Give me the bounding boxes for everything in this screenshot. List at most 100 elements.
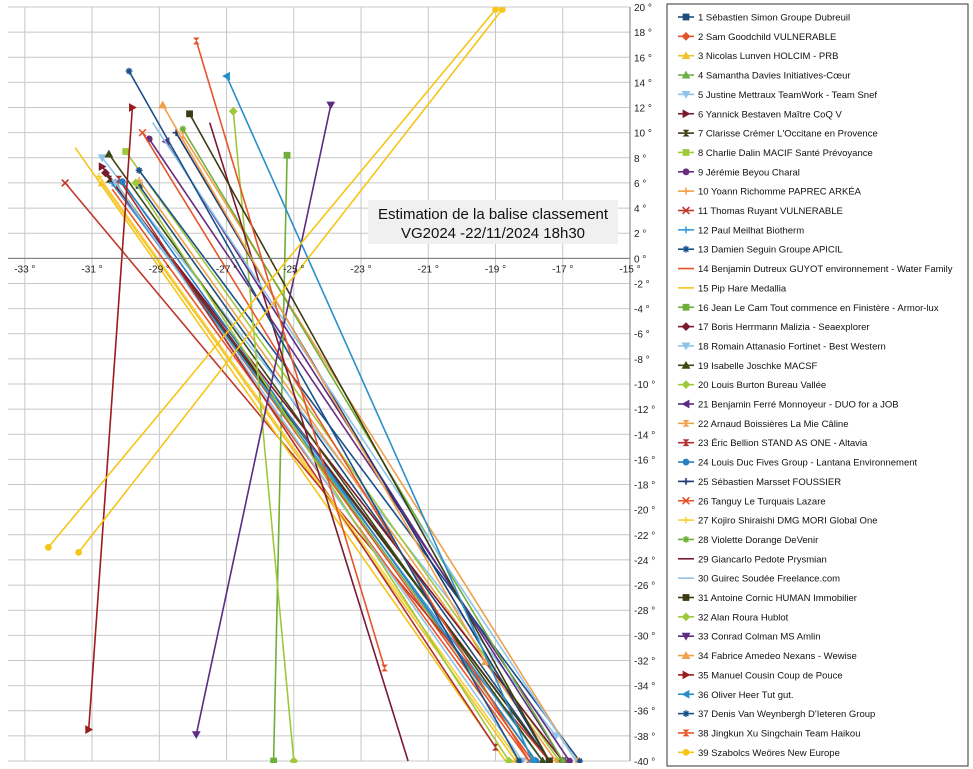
legend-marker	[682, 419, 690, 427]
legend-label: 20 Louis Burton Bureau Vallée	[698, 380, 826, 391]
legend-entry: 38 Jingkun Xu Singchain Team Haikou	[678, 728, 860, 739]
legend-label: 12 Paul Meilhat Biotherm	[698, 225, 804, 236]
legend-label: 33 Conrad Colman MS Amlin	[698, 632, 821, 643]
series-39	[44, 7, 499, 551]
series-point	[131, 178, 141, 188]
series-line	[272, 155, 288, 762]
legend-label: 16 Jean Le Cam Tout commence en Finistèr…	[698, 303, 939, 314]
series-point	[125, 67, 133, 75]
legend-entry: 5 Justine Mettraux TeamWork - Team Snef	[678, 90, 877, 101]
y-tick-label: 20 °	[634, 3, 652, 14]
legend-marker	[682, 729, 690, 737]
series-line	[225, 75, 534, 762]
series-point	[44, 543, 52, 551]
legend-entry: 10 Yoann Richomme PAPREC ARKÉA	[678, 187, 862, 198]
series-point	[492, 7, 499, 13]
legend-label: 28 Violette Dorange DeVenir	[698, 535, 818, 546]
legend-marker	[682, 109, 691, 119]
legend-label: 26 Tanguy Le Turquais Lazare	[698, 496, 826, 507]
y-tick-label: -2 °	[634, 279, 650, 290]
legend-label: 3 Nicolas Lunven HOLCIM - PRB	[698, 51, 838, 62]
series-point	[492, 743, 499, 751]
series-point	[135, 182, 143, 189]
series-29	[208, 122, 409, 762]
series-point	[381, 664, 388, 672]
y-tick-label: 8 °	[634, 154, 646, 165]
series-point	[289, 756, 299, 763]
series-line	[138, 184, 550, 762]
plot-area	[44, 7, 583, 763]
legend-entry: 16 Jean Le Cam Tout commence en Finistèr…	[678, 303, 939, 314]
y-tick-label: -36 °	[634, 707, 655, 718]
legend-label: 35 Manuel Cousin Coup de Pouce	[698, 670, 843, 681]
legend-entry: 8 Charlie Dalin MACIF Santé Prévoyance	[678, 148, 873, 159]
x-tick-label: -31 °	[81, 264, 102, 275]
series-15	[74, 147, 507, 762]
gridlines	[8, 6, 631, 762]
series-point	[118, 178, 126, 186]
legend-label: 34 Fabrice Amedeo Nexans - Wewise	[698, 651, 857, 662]
series-point	[504, 756, 514, 763]
series-point	[98, 162, 107, 171]
series-line	[188, 113, 550, 762]
series-point	[105, 175, 113, 183]
legend-marker	[682, 748, 690, 756]
legend-label: 11 Thomas Ruyant VULNERABLE	[698, 206, 843, 217]
legend-entry: 13 Damien Seguin Groupe APICIL	[678, 245, 843, 256]
series-line	[175, 132, 550, 762]
legend-label: 32 Alan Roura Hublot	[698, 612, 789, 623]
legend-marker	[682, 187, 690, 195]
x-tick-label: -23 °	[350, 264, 371, 275]
legend-label: 38 Jingkun Xu Singchain Team Haikou	[698, 728, 860, 739]
y-tick-label: -4 °	[634, 305, 650, 316]
legend-label: 23 Éric Bellion STAND AS ONE - Altavia	[698, 438, 868, 449]
legend-label: 27 Kojiro Shiraishi DMG MORI Global One	[698, 516, 878, 527]
series-30	[151, 122, 577, 762]
y-tick-label: -22 °	[634, 531, 655, 542]
axes: -33 ° -31 ° -29 ° -27 ° -25 ° -23 ° -21 ° -19 °…	[8, 3, 655, 768]
legend-marker	[681, 31, 691, 41]
y-tick-label: -28 °	[634, 606, 655, 617]
legend-label: 24 Louis Duc Fives Group - Lantana Envir…	[698, 458, 918, 469]
y-tick-label: -24 °	[634, 556, 655, 567]
series-point	[122, 148, 130, 155]
legend-marker	[682, 168, 690, 176]
series-point	[566, 757, 573, 763]
legend-label: 2 Sam Goodchild VULNERABLE	[698, 32, 836, 43]
series-line	[47, 8, 497, 548]
legend-marker	[682, 710, 690, 717]
x-tick-label: -17 °	[552, 264, 573, 275]
series-35	[85, 103, 137, 734]
series-point	[158, 100, 168, 109]
legend-entry: 24 Louis Duc Fives Group - Lantana Envir…	[678, 458, 918, 469]
series-line	[195, 104, 332, 735]
legend-label: 17 Boris Herrmann Malizia - Seaexplorer	[698, 322, 870, 333]
legend-label: 29 Giancarlo Pedote Prysmian	[698, 554, 827, 565]
legend-entry: 39 Szabolcs Weöres New Europe	[678, 748, 840, 759]
y-tick-label: -18 °	[634, 481, 655, 492]
series-32	[131, 178, 514, 763]
legend-marker	[682, 536, 690, 543]
legend-entry: 35 Manuel Cousin Coup de Pouce	[678, 670, 843, 681]
legend-label: 10 Yoann Richomme PAPREC ARKÉA	[698, 187, 862, 198]
y-tick-label: -20 °	[634, 506, 655, 517]
series-19	[104, 149, 547, 763]
legend-entry: 1 Sébastien Simon Groupe Dubreuil	[678, 13, 850, 24]
legend-frame	[666, 3, 969, 767]
legend-marker	[681, 380, 691, 390]
series-point	[186, 110, 193, 118]
x-tick-label: -19 °	[485, 264, 506, 275]
x-tick-label: -21 °	[418, 264, 439, 275]
series-line	[138, 169, 581, 762]
x-tick-label: -27 °	[216, 264, 237, 275]
y-tick-label: -30 °	[634, 631, 655, 642]
series-line	[141, 132, 530, 762]
legend-marker	[681, 689, 690, 699]
legend-marker	[682, 149, 690, 156]
legend-marker	[681, 91, 691, 99]
legend-marker	[681, 51, 691, 60]
legend-label: 15 Pip Hare Medallia	[698, 283, 787, 294]
legend-entry: 32 Alan Roura Hublot	[678, 612, 789, 623]
series-line	[128, 70, 520, 762]
series-36	[222, 71, 536, 763]
